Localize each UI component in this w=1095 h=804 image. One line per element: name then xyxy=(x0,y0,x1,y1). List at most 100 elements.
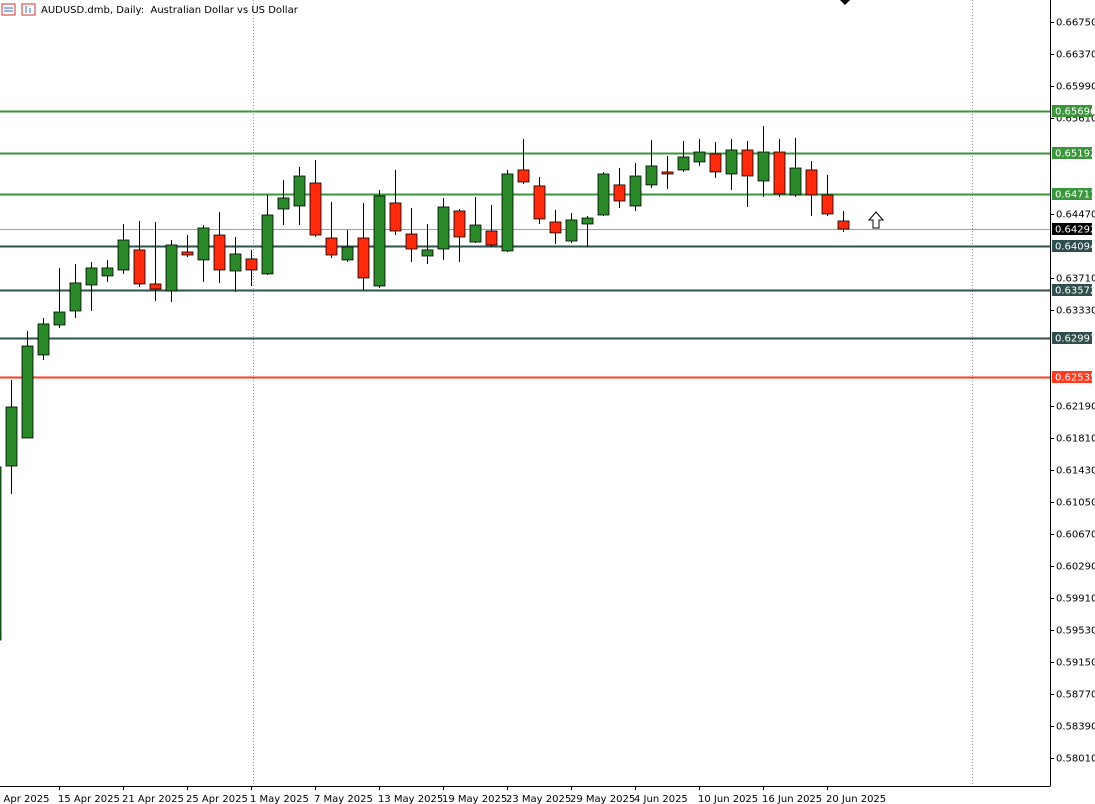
candle-body xyxy=(485,230,498,246)
candle-body xyxy=(549,221,562,234)
level-label: 0.65696 xyxy=(1055,107,1095,118)
y-tick-label: 0.65990 xyxy=(1056,82,1095,93)
candle-body xyxy=(709,153,722,173)
x-tick-label: 23 May 2025 xyxy=(506,794,571,804)
candle-body xyxy=(405,233,418,250)
candle-body xyxy=(5,406,18,467)
level-label: 0.62997 xyxy=(1055,334,1095,345)
candle-body xyxy=(597,173,610,216)
y-tick-label: 0.61050 xyxy=(1056,498,1095,509)
candle-body xyxy=(53,311,66,326)
candle-body xyxy=(277,197,290,210)
candle-body xyxy=(821,194,834,215)
y-tick-label: 0.66370 xyxy=(1056,50,1095,61)
level-label-bg xyxy=(1052,147,1092,159)
level-label-bg xyxy=(1052,332,1092,344)
candle-body xyxy=(309,182,322,236)
level-label-bg xyxy=(1052,240,1092,252)
x-tick-label: 29 May 2025 xyxy=(570,794,635,804)
y-tick-label: 0.59530 xyxy=(1056,626,1095,637)
candle-body xyxy=(581,217,594,225)
level-label: 0.62535 xyxy=(1055,373,1095,384)
x-tick-label: 4 Jun 2025 xyxy=(634,794,688,804)
candle-body xyxy=(85,267,98,286)
candle-body xyxy=(645,165,658,186)
candle-body xyxy=(21,345,34,439)
y-tick-label: 0.61810 xyxy=(1056,434,1095,445)
candle-body xyxy=(165,244,178,292)
candle-body xyxy=(677,156,690,171)
candle-body xyxy=(453,210,466,238)
candle-body xyxy=(261,214,274,275)
marker xyxy=(840,0,850,5)
level-label-bg xyxy=(1052,105,1092,117)
current-price-label: 0.64292 xyxy=(1055,225,1095,236)
candle-body xyxy=(437,206,450,250)
y-tick-label: 0.59150 xyxy=(1056,658,1095,669)
y-tick-label: 0.61430 xyxy=(1056,466,1095,477)
candle-body xyxy=(325,237,338,256)
candle-body xyxy=(357,237,370,279)
candle-body xyxy=(229,253,242,272)
candle-body xyxy=(565,219,578,242)
candle-body xyxy=(741,149,754,177)
y-tick-label: 0.58390 xyxy=(1056,722,1095,733)
candle-body xyxy=(149,283,162,290)
candle-body xyxy=(69,282,82,312)
candle-body xyxy=(421,249,434,257)
y-tick-label: 0.62190 xyxy=(1056,402,1095,413)
candle-body xyxy=(773,151,786,195)
level-label: 0.64711 xyxy=(1055,190,1095,201)
y-tick-label: 0.65610 xyxy=(1056,114,1095,125)
candle-body xyxy=(373,195,386,287)
candle-body xyxy=(117,239,130,271)
candle-body xyxy=(757,151,770,182)
candle-body xyxy=(501,173,514,252)
candle-body xyxy=(805,169,818,196)
y-tick-label: 0.58770 xyxy=(1056,690,1095,701)
candle-body xyxy=(133,249,146,285)
candle-body xyxy=(629,175,642,207)
icon[interactable] xyxy=(1,3,16,16)
x-tick-label: 19 May 2025 xyxy=(442,794,507,804)
level-label-bg xyxy=(1052,284,1092,296)
candle-body xyxy=(693,151,706,163)
candle-body xyxy=(213,234,226,271)
y-tick-label: 0.60670 xyxy=(1056,530,1095,541)
chart-title: AUDUSD.dmb, Daily: Australian Dollar vs … xyxy=(41,5,299,16)
plot-area xyxy=(0,110,1050,641)
candle-body xyxy=(341,246,354,261)
candle-body xyxy=(293,175,306,207)
candle-body xyxy=(725,149,738,175)
candle-body xyxy=(517,169,530,183)
candle-body xyxy=(389,202,402,232)
y-tick-label: 0.59910 xyxy=(1056,594,1095,605)
level-label: 0.65192 xyxy=(1055,149,1095,160)
y-tick-label: 0.66750 xyxy=(1056,18,1095,29)
candle-body xyxy=(37,323,50,356)
candle-body xyxy=(789,167,802,196)
y-tick-label: 0.58010 xyxy=(1056,754,1095,765)
buy-arrow xyxy=(867,211,885,229)
candle-body xyxy=(533,185,546,220)
candle-body xyxy=(197,227,210,261)
candle-body xyxy=(837,220,850,230)
x-tick-label: 25 Apr 2025 xyxy=(186,794,248,804)
level-label-bg xyxy=(1052,371,1092,383)
x-tick-label: 15 Apr 2025 xyxy=(58,794,120,804)
candle-body xyxy=(101,267,114,277)
level-label: 0.63572 xyxy=(1055,286,1095,297)
candle-body xyxy=(245,258,258,271)
x-tick-label: 16 Jun 2025 xyxy=(762,794,822,804)
current-price-label-bg xyxy=(1052,223,1092,235)
candle-body xyxy=(0,466,2,641)
icon[interactable] xyxy=(21,3,36,16)
level-label-bg xyxy=(1052,188,1092,200)
x-tick-label: 9 Apr 2025 xyxy=(0,794,49,804)
x-tick-label: 7 May 2025 xyxy=(314,794,373,804)
candle-body xyxy=(181,251,194,256)
x-tick-label: 20 Jun 2025 xyxy=(826,794,886,804)
x-tick-label: 13 May 2025 xyxy=(378,794,443,804)
